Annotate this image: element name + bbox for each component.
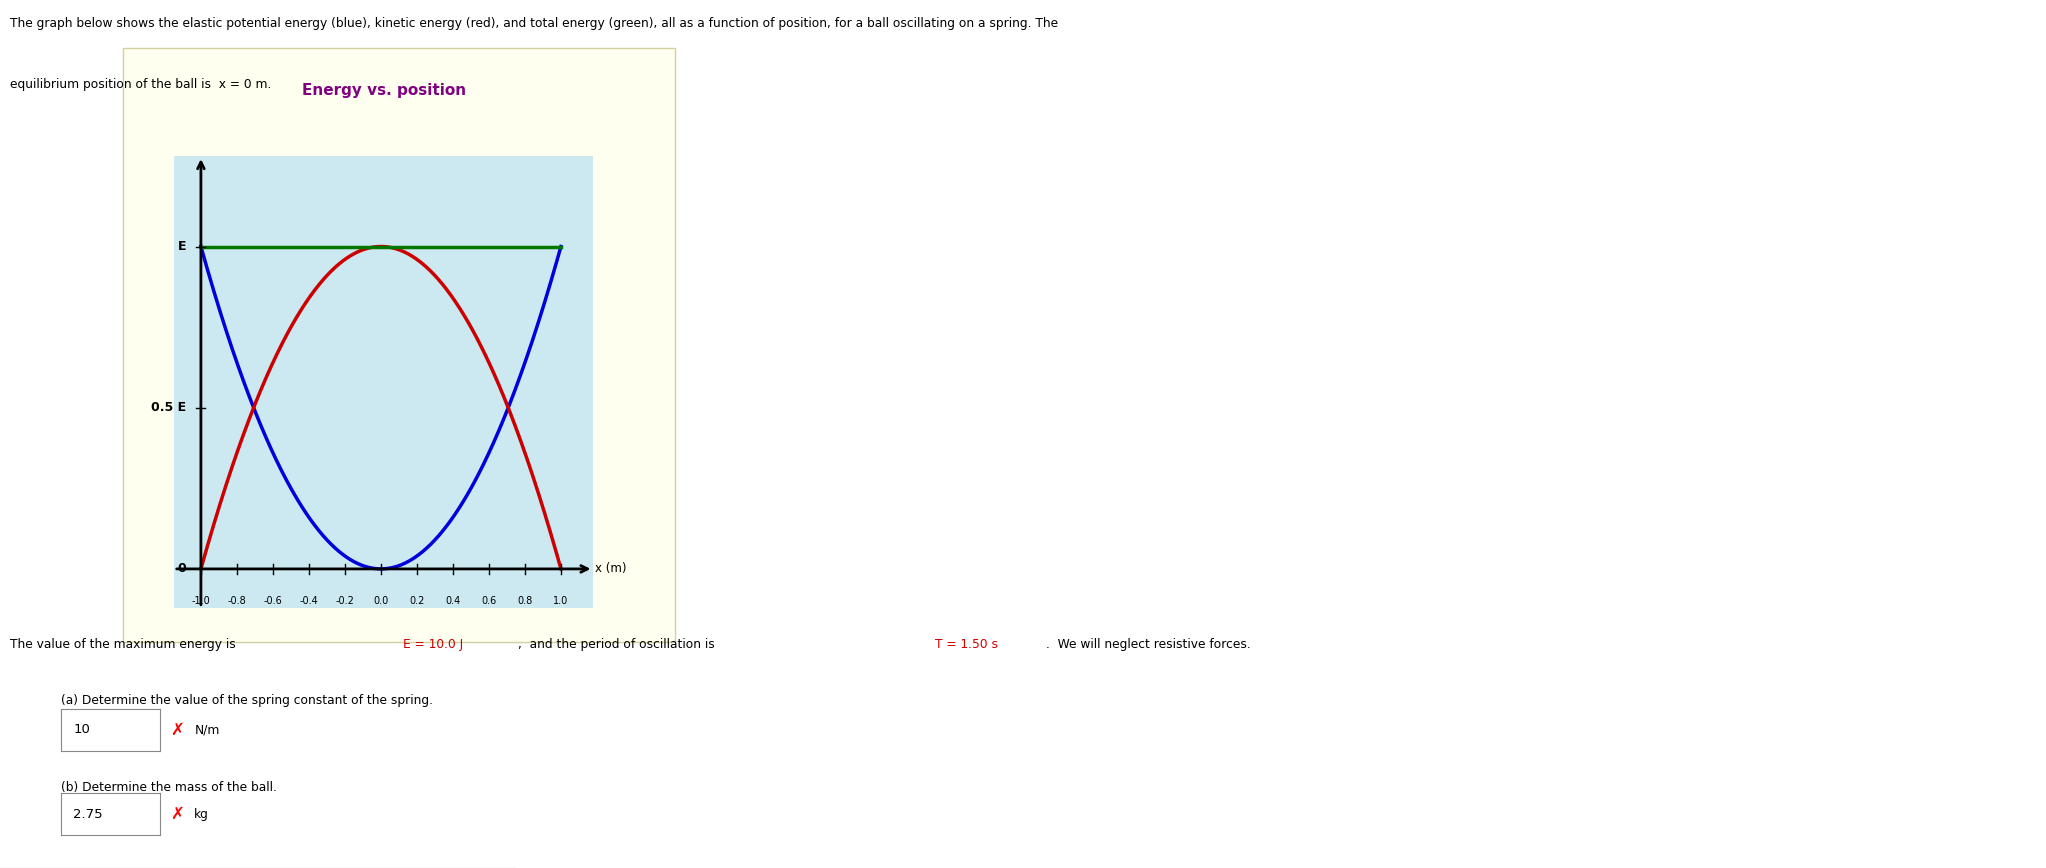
Text: (a) Determine the value of the spring constant of the spring.: (a) Determine the value of the spring co… xyxy=(61,694,434,707)
Text: kg: kg xyxy=(194,808,209,820)
Text: -0.4: -0.4 xyxy=(299,596,319,607)
Text: -0.8: -0.8 xyxy=(227,596,246,607)
Text: 2.75: 2.75 xyxy=(74,808,102,820)
Text: equilibrium position of the ball is  x = 0 m.: equilibrium position of the ball is x = … xyxy=(10,78,272,91)
Text: The graph below shows the elastic potential energy (blue), kinetic energy (red),: The graph below shows the elastic potent… xyxy=(10,17,1058,30)
Text: -0.6: -0.6 xyxy=(264,596,282,607)
Text: 0.5 E: 0.5 E xyxy=(151,401,186,414)
Text: The value of the maximum energy is: The value of the maximum energy is xyxy=(10,638,243,651)
Text: Energy vs. position: Energy vs. position xyxy=(301,82,466,97)
Text: ✗: ✗ xyxy=(170,806,184,823)
Text: (b) Determine the mass of the ball.: (b) Determine the mass of the ball. xyxy=(61,781,278,794)
Text: T = 1.50 s: T = 1.50 s xyxy=(935,638,998,651)
Text: 0.0: 0.0 xyxy=(372,596,389,607)
Text: 0.6: 0.6 xyxy=(481,596,497,607)
Text: -1.0: -1.0 xyxy=(192,596,211,607)
Text: E: E xyxy=(178,240,186,253)
Text: 0.2: 0.2 xyxy=(409,596,426,607)
Text: N/m: N/m xyxy=(194,724,219,736)
Text: ,  and the period of oscillation is: , and the period of oscillation is xyxy=(518,638,722,651)
Text: x (m): x (m) xyxy=(595,562,626,575)
Text: ✗: ✗ xyxy=(170,721,184,739)
Text: 10: 10 xyxy=(74,724,90,736)
Text: .  We will neglect resistive forces.: . We will neglect resistive forces. xyxy=(1046,638,1250,651)
Text: -0.2: -0.2 xyxy=(336,596,354,607)
Text: 1.0: 1.0 xyxy=(552,596,569,607)
Text: 0: 0 xyxy=(178,562,186,575)
Text: 0.8: 0.8 xyxy=(518,596,532,607)
Text: 0.4: 0.4 xyxy=(446,596,460,607)
Text: E = 10.0 J: E = 10.0 J xyxy=(403,638,462,651)
